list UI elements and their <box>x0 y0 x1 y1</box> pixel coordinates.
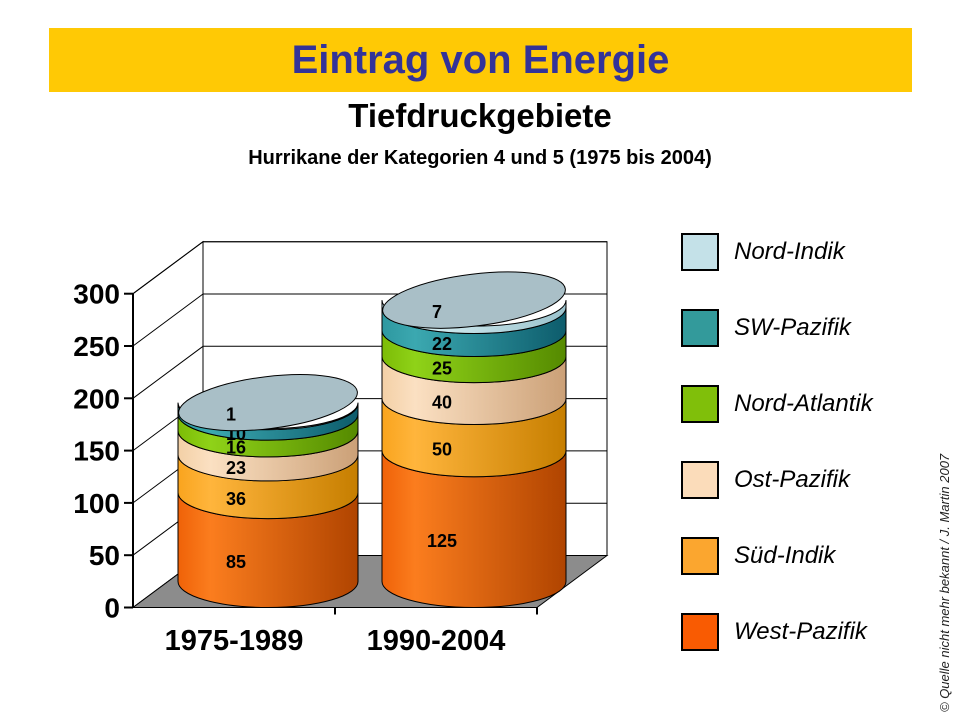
svg-text:125: 125 <box>427 531 457 551</box>
legend-item-ost-pazifik: Ost-Pazifik <box>681 461 873 499</box>
svg-text:25: 25 <box>432 359 452 379</box>
legend-label: SW-Pazifik <box>734 314 851 341</box>
svg-text:50: 50 <box>432 440 452 460</box>
cylinder-cap <box>178 374 358 432</box>
legend-label: West-Pazifik <box>734 618 867 645</box>
legend-swatch <box>681 461 719 499</box>
legend-label: Ost-Pazifik <box>734 466 851 493</box>
legend-label: Nord-Indik <box>734 238 845 265</box>
credit-text: © Quelle nicht mehr bekannt / J. Martin … <box>937 453 952 712</box>
legend-item-west-pazifik: West-Pazifik <box>681 613 873 651</box>
legend-item-sw-pazifik: SW-Pazifik <box>681 309 873 347</box>
svg-text:1: 1 <box>226 405 236 425</box>
svg-text:22: 22 <box>432 334 452 354</box>
svg-text:85: 85 <box>226 552 246 572</box>
x-category-label: 1975-1989 <box>165 625 304 657</box>
chart-subtitle: Hurrikane der Kategorien 4 und 5 (1975 b… <box>248 147 712 169</box>
svg-text:300: 300 <box>73 279 120 310</box>
y-axis: 0 50 100 150 200 250 300 <box>73 279 133 624</box>
legend-swatch <box>681 385 719 423</box>
svg-text:0: 0 <box>104 593 120 624</box>
svg-text:7: 7 <box>432 302 442 322</box>
svg-text:150: 150 <box>73 436 120 467</box>
legend-swatch <box>681 613 719 651</box>
legend-label: Süd-Indik <box>734 542 836 569</box>
cylinder-cap <box>382 271 566 329</box>
legend-swatch <box>681 537 719 575</box>
page-title: Eintrag von Energie <box>291 37 670 82</box>
chart-title: Tiefdruckgebiete <box>348 97 612 134</box>
svg-text:50: 50 <box>89 540 120 571</box>
legend-label: Nord-Atlantik <box>734 390 873 417</box>
legend-item-nord-indik: Nord-Indik <box>681 233 873 271</box>
bar-1990-2004: 125 50 40 25 22 7 1990-2004 <box>367 271 567 657</box>
svg-text:23: 23 <box>226 458 246 478</box>
svg-text:36: 36 <box>226 489 246 509</box>
legend-swatch <box>681 309 719 347</box>
svg-text:16: 16 <box>226 438 246 458</box>
svg-text:100: 100 <box>73 488 120 519</box>
legend-item-s-d-indik: Süd-Indik <box>681 537 873 575</box>
legend-item-nord-atlantik: Nord-Atlantik <box>681 385 873 423</box>
svg-text:200: 200 <box>73 383 120 414</box>
svg-text:250: 250 <box>73 331 120 362</box>
legend-swatch <box>681 233 719 271</box>
svg-text:40: 40 <box>432 393 452 413</box>
banner: Eintrag von Energie <box>49 28 912 92</box>
x-category-label: 1990-2004 <box>367 625 506 657</box>
chart-legend: Nord-Indik SW-Pazifik Nord-Atlantik Ost-Paz… <box>681 233 873 689</box>
